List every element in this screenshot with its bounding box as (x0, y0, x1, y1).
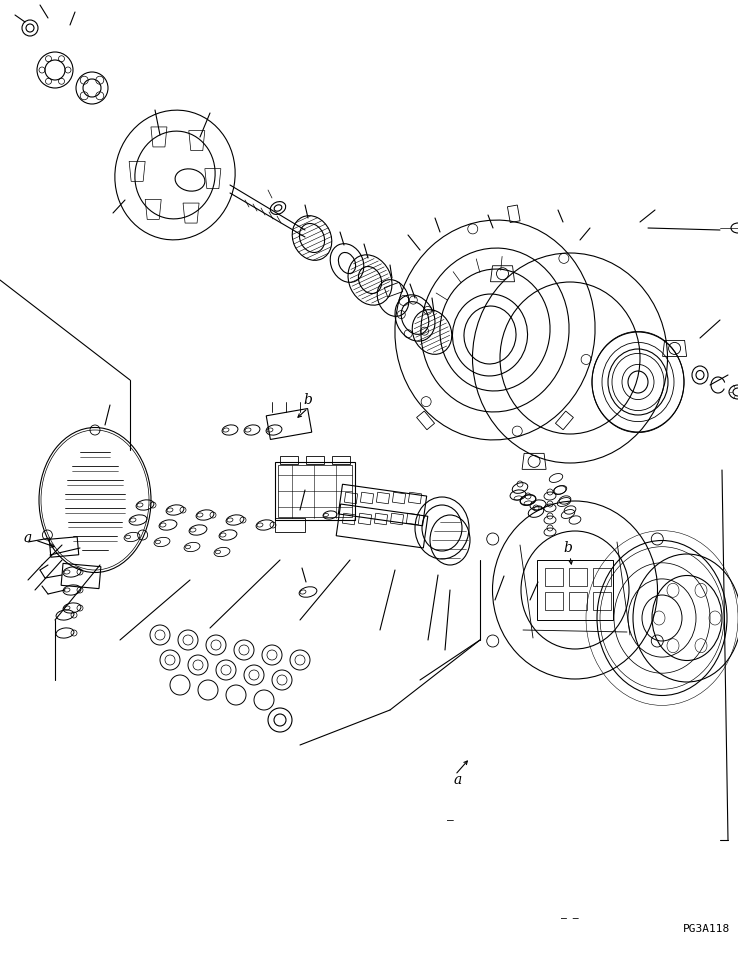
Text: b: b (303, 393, 312, 407)
Bar (376, 492, 390, 504)
Bar (384, 282, 403, 297)
Bar (417, 411, 435, 430)
Bar (337, 504, 428, 548)
Bar (275, 462, 355, 520)
Bar (569, 568, 587, 586)
Text: –: – (446, 815, 453, 825)
Bar (593, 568, 611, 586)
Bar (593, 592, 611, 610)
Text: a: a (454, 773, 462, 787)
Bar (545, 592, 563, 610)
Bar (278, 465, 352, 517)
Bar (345, 492, 358, 504)
Bar (332, 456, 350, 464)
Bar (537, 560, 613, 620)
Bar (545, 568, 563, 586)
Bar (374, 513, 387, 525)
Bar (360, 492, 373, 504)
Bar (556, 411, 573, 430)
Bar (49, 537, 79, 557)
Bar (280, 456, 298, 464)
Bar (508, 205, 520, 223)
Bar (408, 492, 421, 504)
Bar (569, 592, 587, 610)
Bar (393, 492, 406, 504)
Bar (61, 563, 101, 589)
Text: – –: – – (561, 913, 579, 923)
Bar (266, 408, 311, 440)
Bar (275, 518, 305, 532)
Text: PG3A118: PG3A118 (683, 924, 730, 934)
Bar (306, 456, 324, 464)
Bar (407, 513, 420, 525)
Bar (359, 513, 372, 525)
Bar (390, 513, 404, 525)
Bar (338, 485, 427, 526)
Text: a: a (24, 531, 32, 545)
Bar (342, 513, 356, 525)
Text: b: b (564, 541, 573, 555)
